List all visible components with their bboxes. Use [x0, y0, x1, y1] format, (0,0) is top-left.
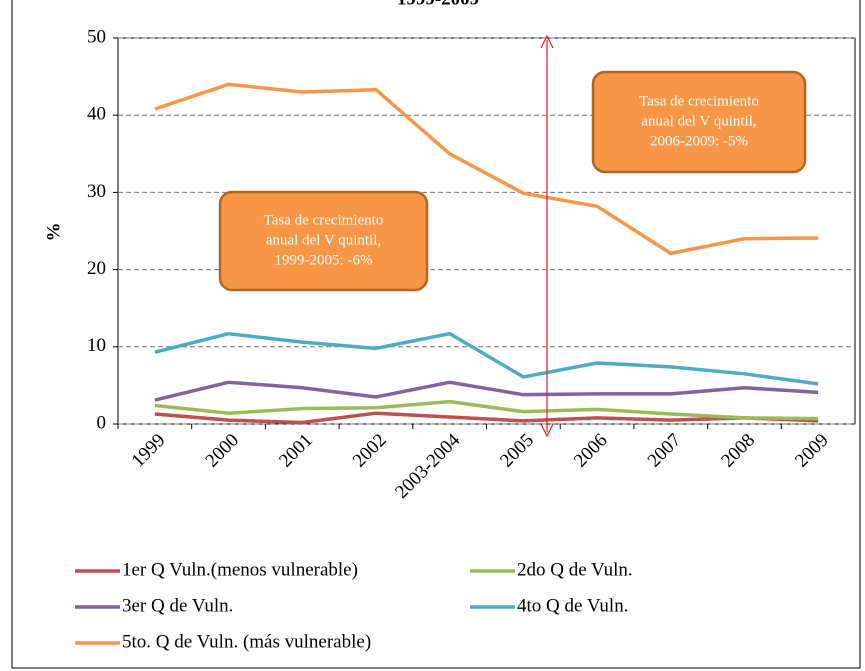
annotation-box — [591, 70, 807, 174]
y-tick-label: 40 — [87, 104, 106, 125]
x-tick-label: 2008 — [717, 430, 759, 472]
y-tick-label: 50 — [87, 26, 106, 47]
legend-label: 2do Q de Vuln. — [517, 559, 633, 580]
x-tick-label: 2005 — [496, 430, 538, 472]
series-line — [154, 411, 819, 425]
annotation-text: Tasa de crecimiento — [639, 93, 759, 109]
arrow-head — [540, 34, 554, 49]
legend-label: 1er Q Vuln.(menos vulnerable) — [122, 559, 358, 580]
annotation-text: 2006-2009: -5% — [650, 133, 748, 149]
legend-label: 4to Q de Vuln. — [517, 595, 628, 616]
legend-label: 5to. Q de Vuln. (más vulnerable) — [122, 631, 371, 652]
chart-title: 1999-2009 — [397, 0, 479, 9]
x-tick-label: 2003-2004 — [391, 429, 464, 502]
y-axis-label: % — [43, 223, 64, 242]
x-tick-label: 2006 — [570, 430, 612, 472]
frame — [11, 0, 861, 669]
arrow-head — [540, 423, 554, 438]
y-tick-label: 0 — [97, 412, 107, 433]
x-tick-label: 2009 — [791, 430, 833, 472]
legend-label: 3er Q de Vuln. — [122, 595, 233, 616]
annotation-text: anual del V quintil, — [641, 113, 756, 129]
y-tick-label: 10 — [87, 335, 106, 356]
x-tick-label: 2001 — [275, 430, 317, 472]
x-tick-label: 1999 — [128, 430, 170, 472]
x-tick-label: 2000 — [201, 430, 243, 472]
annotation-text: 1999-2005: -6% — [275, 252, 373, 268]
y-tick-label: 20 — [87, 258, 106, 279]
series-line — [154, 380, 819, 402]
series-line — [154, 82, 819, 256]
x-tick-label: 2007 — [644, 430, 686, 472]
series-line — [154, 331, 819, 386]
series-line — [154, 399, 819, 421]
y-tick-label: 30 — [87, 181, 106, 202]
x-tick-label: 2002 — [349, 430, 391, 472]
annotation-text: Tasa de crecimiento — [264, 212, 384, 228]
annotation-text: anual del V quintil, — [266, 232, 381, 248]
annotation-box — [218, 190, 429, 292]
